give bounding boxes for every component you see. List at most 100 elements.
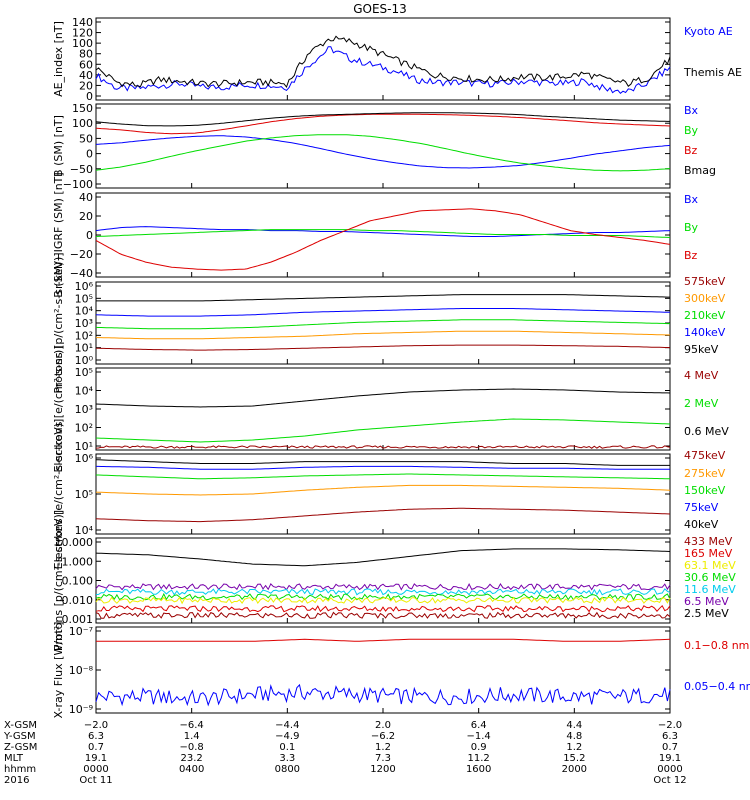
y-tick-label: 60 [79, 58, 93, 71]
y-tick-label: 10⁶ [75, 452, 94, 465]
x-row-value: 0.7 [662, 742, 678, 753]
x-row-label: hhmm [4, 764, 36, 775]
y-tick-label: 0.001 [62, 613, 94, 626]
x-row-value: 15.2 [563, 753, 585, 764]
x-row-value: 23.2 [181, 753, 203, 764]
y-tick-label: 10² [75, 329, 93, 342]
y-tick-label: −20 [70, 248, 93, 261]
x-row-value: 6.3 [662, 731, 678, 742]
x-row-value: 2.0 [375, 720, 391, 731]
y-tick-label: 20 [79, 79, 93, 92]
x-row-value: −2.0 [658, 720, 682, 731]
x-row-value: 2000 [562, 764, 587, 775]
y-tick-label: 10⁶ [75, 280, 94, 293]
series-kyoto-ae [95, 46, 671, 94]
series-6-5-mev [95, 582, 671, 591]
legend-item: Bx [684, 193, 699, 206]
series-575kev [95, 344, 671, 351]
x-row-value: 1.2 [375, 742, 391, 753]
y-tick-label: 10¹ [75, 342, 93, 355]
series-140kev [95, 308, 671, 317]
legend-item: Kyoto AE [684, 25, 733, 38]
legend-item: By [684, 124, 699, 137]
y-tick-label: 10³ [75, 403, 93, 416]
y-tick-label: 0.100 [62, 575, 94, 588]
legend-item: 4 MeV [684, 369, 719, 382]
panel-frame [95, 17, 671, 101]
x-row-value: 4.8 [566, 731, 582, 742]
panel-bigrf: −40 −20 0 20 40 B (SM)−IGRF (SM) [nT] Bx By Bz [52, 172, 699, 297]
y-tick-label: 10³ [75, 317, 93, 330]
legend-item: Bmag [684, 164, 716, 177]
legend-item: 6.5 MeV [684, 595, 729, 608]
y-tick-label: 40 [79, 69, 93, 82]
legend-item: 63.1 MeV [684, 559, 736, 572]
y-tick-label: 80 [79, 48, 93, 61]
panel-frame [95, 103, 671, 189]
y-axis-label: X-ray Flux [W/m²] [52, 622, 65, 719]
chart-title: GOES-13 [353, 2, 407, 16]
y-tick-label: −100 [63, 178, 93, 191]
legend-item: Bz [684, 249, 698, 262]
x-row-value: 7.3 [375, 753, 391, 764]
legend-item: 165 MeV [684, 547, 733, 560]
series-475kev [95, 507, 671, 523]
panel-electrons_kev: 10⁴ 10⁵ 10⁶ Electrons [e/(cm²-s-sr-keV)] 475… [52, 419, 726, 570]
x-row-value: 0.9 [471, 742, 487, 753]
legend-item: Themis AE [683, 66, 742, 79]
series-210kev [95, 319, 670, 330]
x-row-value: Oct 12 [653, 775, 686, 786]
y-axis-label: AE_index [nT] [52, 21, 65, 97]
y-tick-label: 10⁰ [75, 354, 94, 367]
y-tick-label: 1.000 [62, 555, 94, 568]
series-bmag [95, 112, 670, 127]
legend-item: 210keV [684, 309, 726, 322]
legend-item: 300keV [684, 292, 726, 305]
series-165-mev [95, 604, 671, 613]
series-11-6-mev [95, 588, 671, 596]
legend-item: 475keV [684, 449, 726, 462]
y-tick-label: 10⁴ [75, 385, 94, 398]
x-row-value: 19.1 [85, 753, 107, 764]
x-row-value: 0000 [657, 764, 682, 775]
y-axis-label: Protons [p/(cm²-s-sr-keV)] [52, 252, 65, 393]
series-4-mev [95, 445, 671, 449]
legend-item: 275keV [684, 467, 726, 480]
x-row-value: 11.2 [468, 753, 490, 764]
x-axis-table: X-GSM −2.0 −6.4 −4.4 2.0 6.4 4.4 −2.0 Y-GSM 6.3 1.… [3, 720, 687, 786]
x-row-value: 6.4 [471, 720, 487, 731]
y-tick-label: −40 [70, 267, 93, 280]
x-row-label: 2016 [4, 775, 29, 786]
x-row-value: −4.4 [275, 720, 299, 731]
series-themis-ae [95, 35, 671, 89]
y-tick-label: 120 [72, 27, 93, 40]
legend-item: 0.6 MeV [684, 425, 729, 438]
series-0-05-0-4-nm [95, 683, 671, 707]
panel-electrons_mev: 10¹ 10² 10³ 10⁴ 10⁵ Electrons [e/(cm²-s-sr)] 4… [52, 345, 729, 472]
y-tick-label: 0 [86, 148, 93, 161]
y-tick-label: 100 [72, 37, 93, 50]
panel-bsm: −100 −50 0 50 100 150 B (SM) [nT] Bx By Bz Bmag [52, 102, 716, 191]
legend-item: 0.1−0.8 nm [684, 639, 749, 652]
legend-item: 140keV [684, 326, 726, 339]
legend-item: 0.05−0.4 nm [684, 680, 750, 693]
y-tick-label: 10⁴ [75, 305, 94, 318]
x-row-value: 3.3 [279, 753, 295, 764]
x-row-label: MLT [4, 753, 24, 764]
y-tick-label: 10.000 [55, 536, 94, 549]
series-433-mev [95, 611, 671, 619]
x-row-label: Z-GSM [4, 742, 37, 753]
y-tick-label: 10⁵ [75, 488, 93, 501]
panel-xray: 10⁻⁹ 10⁻⁸ 10⁻⁷ X-ray Flux [W/m²] 0.1−0.8 nm 0… [52, 622, 750, 719]
y-tick-label: 140 [72, 16, 93, 29]
y-tick-label: 10² [75, 422, 93, 435]
x-row-value: −4.9 [275, 731, 299, 742]
series-75kev [96, 465, 670, 470]
series-by [95, 134, 671, 172]
panel-frame [95, 537, 671, 624]
panel-frame [95, 281, 671, 365]
series-0-1-0-8-nm [96, 638, 671, 642]
